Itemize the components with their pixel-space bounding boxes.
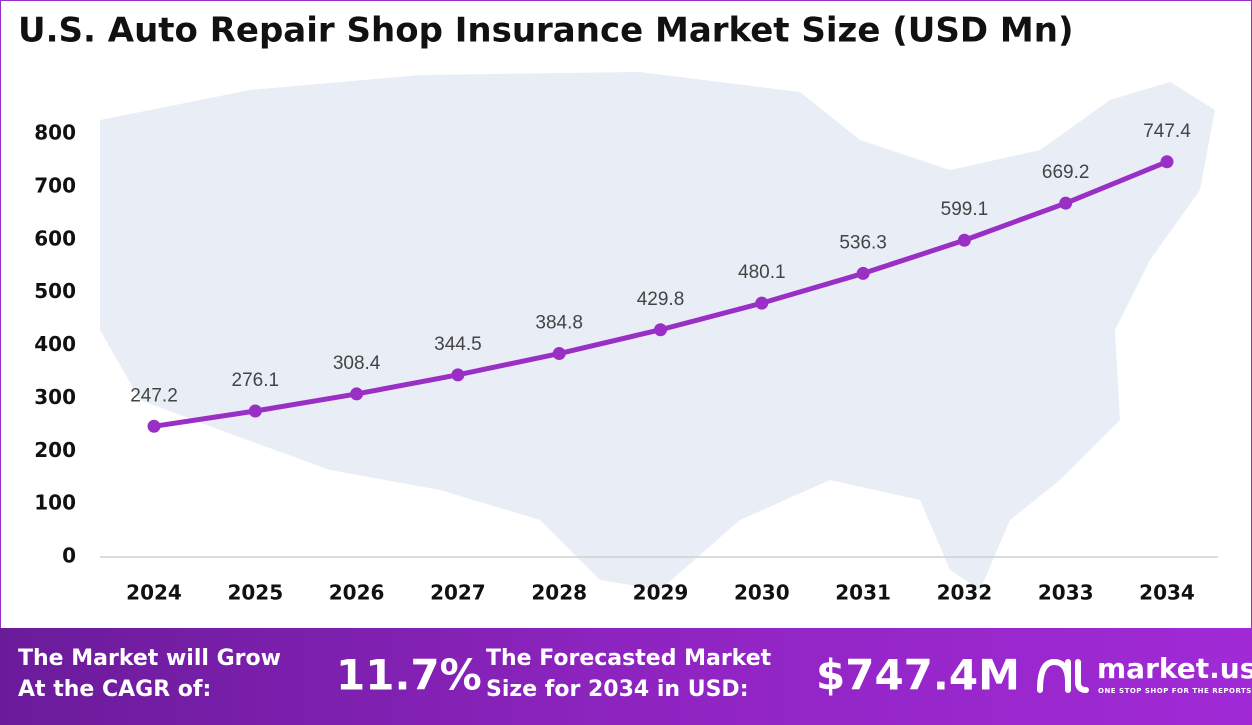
marker xyxy=(654,323,667,337)
marker xyxy=(755,296,769,310)
y-tick-label: 600 xyxy=(34,226,76,250)
marker xyxy=(1160,155,1174,169)
brand-name: market.us xyxy=(1097,652,1252,685)
data-label: 669.2 xyxy=(1042,162,1090,183)
chart-title: U.S. Auto Repair Shop Insurance Market S… xyxy=(18,11,1074,51)
data-label: 384.8 xyxy=(535,313,583,334)
y-tick-label: 100 xyxy=(34,491,76,515)
data-label: 429.8 xyxy=(637,289,685,310)
data-label: 747.4 xyxy=(1143,121,1191,142)
data-label: 344.5 xyxy=(434,334,482,355)
y-tick-label: 300 xyxy=(34,385,76,409)
x-tick-label: 2031 xyxy=(835,581,891,605)
marker xyxy=(350,387,364,401)
x-tick-label: 2029 xyxy=(633,581,689,605)
y-tick-label: 0 xyxy=(62,544,76,568)
footer-text: At the CAGR of: xyxy=(18,677,211,702)
footer-value: 11.7% xyxy=(336,651,482,700)
data-label: 276.1 xyxy=(232,370,280,391)
x-tick-label: 2033 xyxy=(1038,581,1094,605)
data-label: 247.2 xyxy=(130,385,178,406)
marker xyxy=(856,266,870,280)
x-tick-label: 2032 xyxy=(937,581,993,605)
data-label: 308.4 xyxy=(333,353,381,374)
x-tick-label: 2027 xyxy=(430,581,486,605)
x-tick-label: 2025 xyxy=(227,581,283,605)
y-tick-label: 700 xyxy=(34,173,76,197)
brand-logo xyxy=(1037,658,1089,693)
x-tick-label: 2028 xyxy=(531,581,587,605)
y-tick-label: 500 xyxy=(34,279,76,303)
data-label: 599.1 xyxy=(941,199,989,220)
x-tick-label: 2024 xyxy=(126,581,182,605)
x-tick-label: 2030 xyxy=(734,581,790,605)
x-tick-label: 2026 xyxy=(329,581,385,605)
data-label: 536.3 xyxy=(839,232,887,253)
marker xyxy=(147,419,161,433)
marker xyxy=(451,368,465,382)
footer-value: $747.4M xyxy=(816,651,1020,700)
footer-text: The Market will Grow xyxy=(18,646,281,671)
y-tick-label: 400 xyxy=(34,332,76,356)
marker xyxy=(248,404,262,418)
marker xyxy=(552,347,566,361)
footer-text: The Forecasted Market xyxy=(486,646,772,671)
y-tick-label: 200 xyxy=(34,438,76,462)
data-label: 480.1 xyxy=(738,262,786,283)
y-tick-label: 800 xyxy=(34,121,76,145)
marker xyxy=(957,233,971,247)
footer-text: Size for 2034 in USD: xyxy=(486,677,749,702)
brand-tagline: ONE STOP SHOP FOR THE REPORTS xyxy=(1098,687,1252,695)
marker xyxy=(1059,196,1073,210)
x-tick-label: 2034 xyxy=(1139,581,1195,605)
